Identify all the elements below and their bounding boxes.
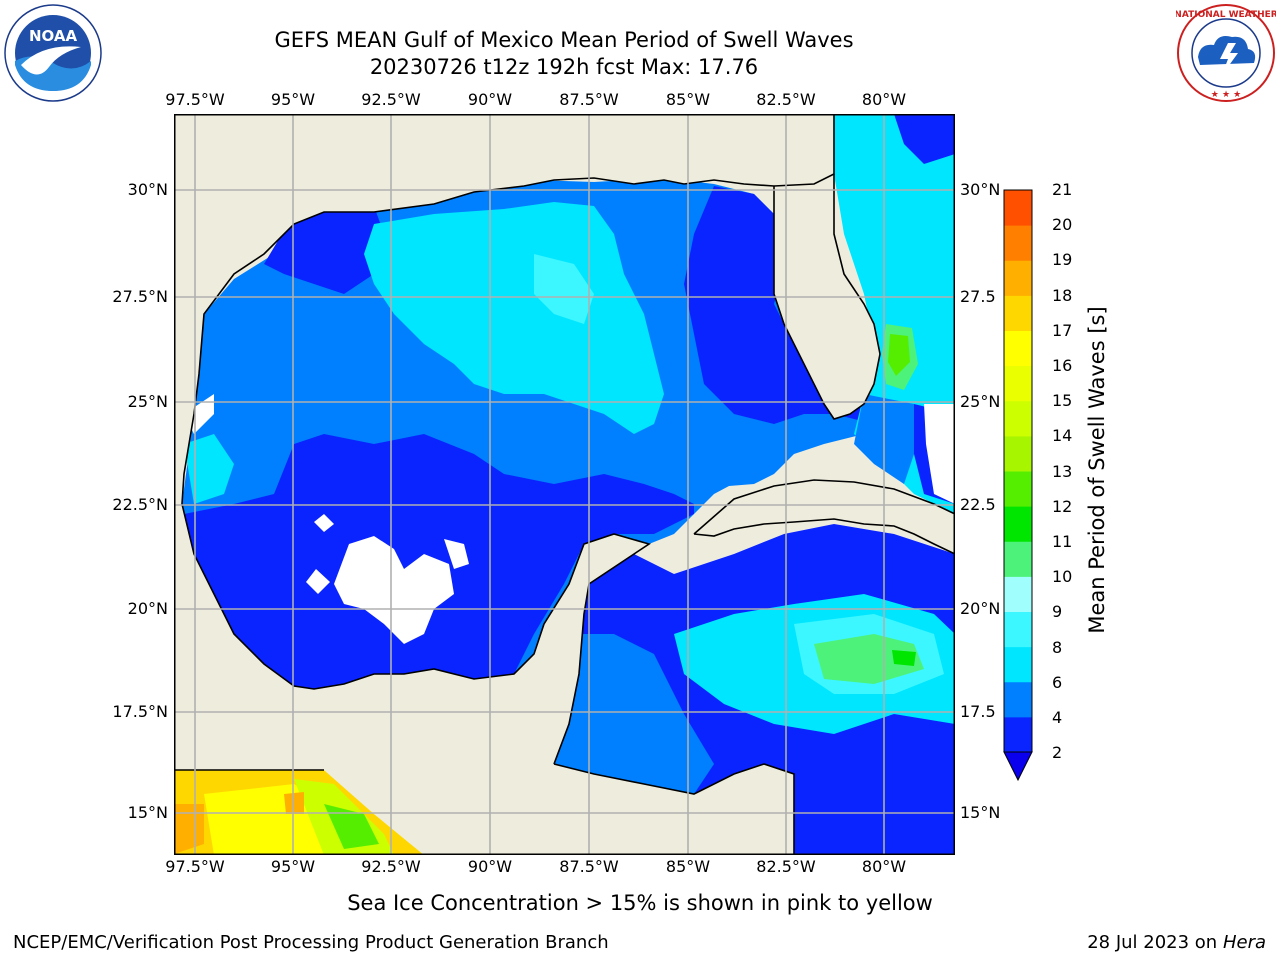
colorbar-swatch xyxy=(1004,576,1032,612)
colorbar-tick: 14 xyxy=(1052,426,1073,445)
colorbar-tick: 19 xyxy=(1052,250,1073,269)
date-text: 28 Jul 2023 on xyxy=(1087,932,1218,953)
nws-logo: NATIONAL WEATHER ★ ★ ★ xyxy=(1174,3,1278,103)
lat-label-left: 20°N xyxy=(127,599,168,618)
masked-area xyxy=(334,536,454,644)
colorbar-tick: 6 xyxy=(1052,673,1063,692)
graticule xyxy=(174,114,955,855)
lat-label-left: 17.5°N xyxy=(112,702,168,721)
lat-label-left: 25°N xyxy=(127,392,168,411)
svg-text:★ ★ ★: ★ ★ ★ xyxy=(1211,90,1241,100)
colorbar-tick: 9 xyxy=(1052,602,1063,621)
colorbar-tick: 17 xyxy=(1052,321,1073,340)
colorbar-swatch xyxy=(1004,611,1032,648)
lat-label-right: 25°N xyxy=(960,392,1001,411)
noaa-logo: NOAA xyxy=(3,3,103,103)
map-subtitle: 20230726 t12z 192h fcst Max: 17.76 xyxy=(369,55,759,79)
colorbar-swatch xyxy=(1004,225,1032,261)
map-title: GEFS MEAN Gulf of Mexico Mean Period of … xyxy=(274,28,854,52)
machine-name: Hera xyxy=(1222,932,1266,953)
colorbar-swatch xyxy=(1004,541,1032,577)
colorbar-tick: 10 xyxy=(1052,567,1073,586)
colorbar-tick: 11 xyxy=(1052,532,1073,551)
lon-label-top: 95°W xyxy=(270,90,316,109)
lon-label-bottom: 80°W xyxy=(861,857,907,876)
lat-label-left: 27.5°N xyxy=(112,287,168,306)
colorbar-tick: 15 xyxy=(1052,391,1073,410)
colorbar-swatch xyxy=(1004,330,1032,367)
colorbar-tick: 21 xyxy=(1052,180,1073,199)
colorbar-tick: 16 xyxy=(1052,356,1073,375)
lat-label-right: 17.5 xyxy=(960,702,996,721)
colorbar-tick: 12 xyxy=(1052,497,1073,516)
colorbar-swatch xyxy=(1004,646,1032,683)
colorbar-swatch xyxy=(1004,400,1032,437)
lon-label-bottom: 90°W xyxy=(467,857,513,876)
lon-label-bottom: 97.5°W xyxy=(165,857,225,876)
lat-label-left: 22.5°N xyxy=(112,495,168,514)
svg-text:NATIONAL WEATHER: NATIONAL WEATHER xyxy=(1176,10,1276,20)
svg-text:NOAA: NOAA xyxy=(29,27,78,45)
colorbar-swatch xyxy=(1004,471,1032,507)
colorbar-label: Mean Period of Swell Waves [s] xyxy=(1085,306,1109,634)
colorbar xyxy=(1003,189,1033,782)
credit-text: NCEP/EMC/Verification Post Processing Pr… xyxy=(13,932,609,953)
colorbar-swatch xyxy=(1004,365,1032,402)
colorbar-swatch xyxy=(1004,260,1032,296)
lon-label-top: 90°W xyxy=(467,90,513,109)
colorbar-swatch xyxy=(1004,506,1032,542)
lon-label-top: 87.5°W xyxy=(559,90,619,109)
lon-label-bottom: 92.5°W xyxy=(361,857,421,876)
colorbar-tick: 8 xyxy=(1052,638,1063,657)
lon-label-bottom: 87.5°W xyxy=(559,857,619,876)
lon-label-bottom: 82.5°W xyxy=(756,857,816,876)
lon-label-top: 97.5°W xyxy=(165,90,225,109)
lon-label-top: 85°W xyxy=(665,90,711,109)
lon-label-top: 82.5°W xyxy=(756,90,816,109)
map-panel xyxy=(174,114,955,855)
colorbar-tick: 13 xyxy=(1052,462,1073,481)
lat-label-right: 30°N xyxy=(960,180,1001,199)
colorbar-tick: 4 xyxy=(1052,708,1063,727)
colorbar-swatch xyxy=(1004,190,1032,226)
lat-label-right: 22.5 xyxy=(960,495,996,514)
colorbar-tick: 20 xyxy=(1052,215,1073,234)
lat-label-right: 20°N xyxy=(960,599,1001,618)
sea-ice-note: Sea Ice Concentration > 15% is shown in … xyxy=(347,891,933,915)
colorbar-swatch xyxy=(1004,295,1032,331)
colorbar-swatch xyxy=(1004,681,1032,718)
lon-label-bottom: 85°W xyxy=(665,857,711,876)
cuba-landmass xyxy=(694,480,955,554)
lat-label-left: 30°N xyxy=(127,180,168,199)
colorbar-tick: 2 xyxy=(1052,743,1063,762)
lat-label-right: 15°N xyxy=(960,803,1001,822)
lat-label-right: 27.5 xyxy=(960,287,996,306)
date-stamp: 28 Jul 2023 on Hera xyxy=(1087,932,1266,953)
lon-label-top: 80°W xyxy=(861,90,907,109)
lat-label-left: 15°N xyxy=(127,803,168,822)
colorbar-swatch xyxy=(1004,435,1032,472)
lon-label-bottom: 95°W xyxy=(270,857,316,876)
lon-label-top: 92.5°W xyxy=(361,90,421,109)
us-landmass xyxy=(174,114,834,514)
colorbar-swatch xyxy=(1004,716,1032,753)
colorbar-tick: 18 xyxy=(1052,286,1073,305)
